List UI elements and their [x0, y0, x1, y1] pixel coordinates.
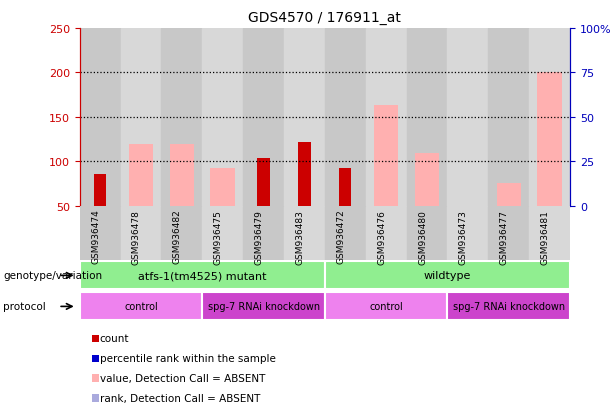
- Text: GSM936472: GSM936472: [337, 209, 345, 264]
- Bar: [497, 183, 521, 206]
- Bar: [80, 29, 121, 206]
- Bar: [202, 206, 243, 260]
- Bar: [202, 293, 325, 320]
- Bar: [299, 142, 311, 206]
- Text: GSM936478: GSM936478: [132, 209, 141, 264]
- Bar: [243, 206, 284, 260]
- Bar: [80, 206, 121, 260]
- Text: control: control: [369, 301, 403, 312]
- Text: GSM936483: GSM936483: [295, 209, 305, 264]
- Text: value, Detection Call = ABSENT: value, Detection Call = ABSENT: [100, 373, 265, 383]
- Bar: [210, 169, 235, 206]
- Text: GSM936479: GSM936479: [254, 209, 264, 264]
- Bar: [529, 29, 570, 206]
- Bar: [339, 169, 351, 206]
- Bar: [121, 206, 161, 260]
- Bar: [161, 29, 202, 206]
- Bar: [80, 262, 325, 290]
- Bar: [529, 206, 570, 260]
- Title: GDS4570 / 176911_at: GDS4570 / 176911_at: [248, 11, 402, 25]
- Bar: [284, 29, 325, 206]
- Text: GSM936480: GSM936480: [418, 209, 427, 264]
- Text: spg-7 RNAi knockdown: spg-7 RNAi knockdown: [453, 301, 565, 312]
- Bar: [325, 293, 447, 320]
- Bar: [94, 175, 106, 206]
- Bar: [80, 293, 202, 320]
- Text: wildtype: wildtype: [424, 271, 471, 281]
- Text: protocol: protocol: [3, 301, 46, 312]
- Bar: [121, 29, 161, 206]
- Bar: [257, 159, 270, 206]
- Bar: [406, 29, 447, 206]
- Bar: [366, 206, 406, 260]
- Bar: [447, 29, 489, 206]
- Bar: [284, 206, 325, 260]
- Bar: [489, 29, 529, 206]
- Text: GSM936474: GSM936474: [91, 209, 100, 264]
- Text: GSM936477: GSM936477: [500, 209, 509, 264]
- Text: control: control: [124, 301, 158, 312]
- Text: GSM936476: GSM936476: [377, 209, 386, 264]
- Bar: [415, 153, 440, 206]
- Text: count: count: [100, 334, 129, 344]
- Bar: [170, 144, 194, 206]
- Bar: [202, 29, 243, 206]
- Bar: [325, 206, 366, 260]
- Bar: [325, 29, 366, 206]
- Bar: [374, 106, 398, 206]
- Bar: [161, 206, 202, 260]
- Text: GSM936475: GSM936475: [214, 209, 223, 264]
- Bar: [243, 29, 284, 206]
- Text: atfs-1(tm4525) mutant: atfs-1(tm4525) mutant: [138, 271, 267, 281]
- Bar: [447, 293, 570, 320]
- Text: GSM936482: GSM936482: [173, 209, 182, 264]
- Text: rank, Detection Call = ABSENT: rank, Detection Call = ABSENT: [100, 393, 260, 403]
- Text: GSM936481: GSM936481: [541, 209, 550, 264]
- Bar: [538, 73, 562, 206]
- Text: spg-7 RNAi knockdown: spg-7 RNAi knockdown: [208, 301, 319, 312]
- Bar: [447, 206, 489, 260]
- Bar: [489, 206, 529, 260]
- Bar: [325, 262, 570, 290]
- Text: GSM936473: GSM936473: [459, 209, 468, 264]
- Bar: [406, 206, 447, 260]
- Bar: [366, 29, 406, 206]
- Text: percentile rank within the sample: percentile rank within the sample: [100, 354, 276, 363]
- Text: genotype/variation: genotype/variation: [3, 271, 102, 281]
- Bar: [129, 144, 153, 206]
